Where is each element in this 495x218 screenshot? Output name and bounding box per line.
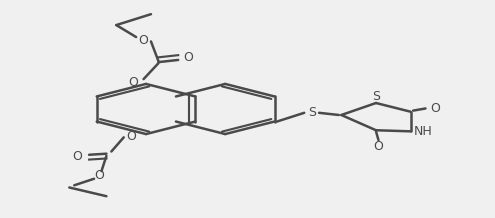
Text: O: O bbox=[72, 150, 82, 164]
Text: O: O bbox=[139, 34, 148, 47]
Text: NH: NH bbox=[414, 125, 433, 138]
Text: O: O bbox=[126, 130, 136, 143]
Text: O: O bbox=[374, 140, 384, 153]
Text: O: O bbox=[94, 169, 104, 182]
Text: O: O bbox=[183, 51, 193, 64]
Text: O: O bbox=[431, 102, 441, 115]
Text: S: S bbox=[308, 106, 316, 119]
Text: O: O bbox=[129, 76, 139, 89]
Text: S: S bbox=[372, 90, 380, 103]
